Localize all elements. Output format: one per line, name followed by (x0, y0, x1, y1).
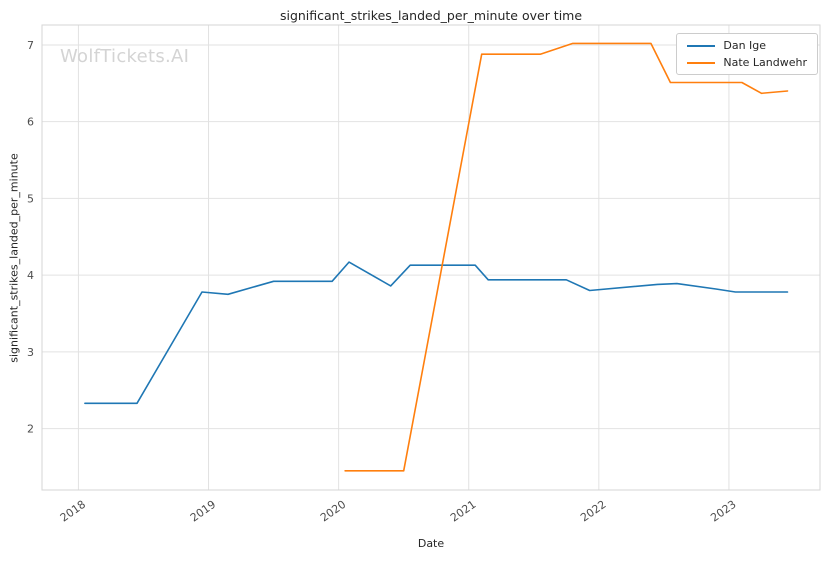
legend-entry: Dan Ige (687, 40, 807, 51)
chart-title: significant_strikes_landed_per_minute ov… (279, 8, 583, 23)
svg-text:6: 6 (27, 116, 34, 129)
legend-line-icon (687, 61, 716, 64)
svg-text:2022: 2022 (578, 498, 608, 525)
svg-text:3: 3 (27, 346, 34, 359)
svg-text:2: 2 (27, 423, 34, 436)
legend-label: Nate Landwehr (723, 56, 807, 69)
svg-text:7: 7 (27, 39, 34, 52)
svg-text:2021: 2021 (448, 498, 478, 525)
legend-label: Dan Ige (723, 39, 767, 52)
svg-text:5: 5 (27, 192, 34, 205)
legend-entry: Nate Landwehr (687, 57, 807, 68)
y-axis-label: significant_strikes_landed_per_minute (7, 153, 21, 363)
svg-text:2020: 2020 (318, 498, 348, 525)
legend: Dan Ige Nate Landwehr (676, 33, 818, 75)
x-axis-label: Date (417, 537, 445, 550)
svg-text:2023: 2023 (708, 498, 738, 525)
legend-line-icon (687, 44, 716, 47)
svg-text:4: 4 (27, 269, 34, 282)
svg-text:2019: 2019 (188, 498, 218, 525)
svg-text:2018: 2018 (58, 498, 88, 525)
watermark-text: WolfTickets.AI (60, 46, 190, 67)
